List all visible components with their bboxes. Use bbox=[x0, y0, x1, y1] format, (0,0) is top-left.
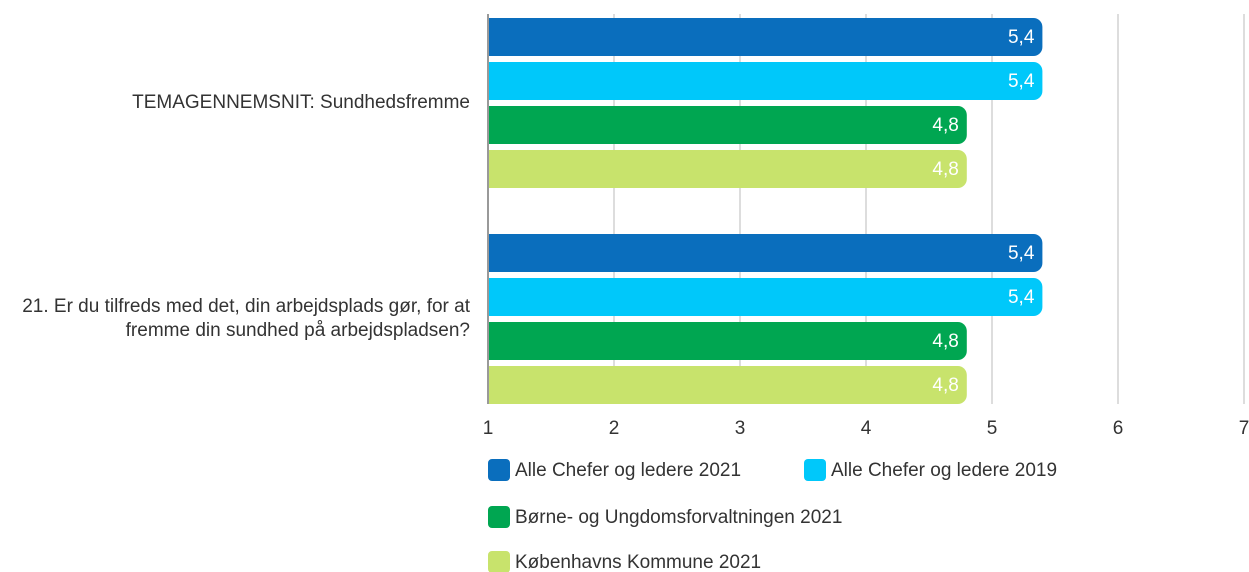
legend-label: Alle Chefer og ledere 2019 bbox=[831, 460, 1057, 481]
value-label: 4,8 bbox=[932, 375, 958, 396]
x-tick-label: 5 bbox=[987, 418, 998, 439]
value-label: 4,8 bbox=[932, 115, 958, 136]
x-tick-label: 2 bbox=[609, 418, 620, 439]
x-tick-label: 6 bbox=[1113, 418, 1124, 439]
value-label: 4,8 bbox=[932, 159, 958, 180]
value-label: 5,4 bbox=[1008, 71, 1035, 92]
bar bbox=[489, 18, 1043, 56]
legend-swatch bbox=[488, 506, 510, 528]
x-tick-label: 1 bbox=[483, 418, 494, 439]
legend-label: Alle Chefer og ledere 2021 bbox=[515, 460, 741, 481]
legend-swatch bbox=[488, 459, 510, 481]
value-label: 5,4 bbox=[1008, 27, 1035, 48]
legend-swatch bbox=[804, 459, 826, 481]
bar bbox=[489, 234, 1043, 272]
bar bbox=[489, 62, 1043, 100]
x-tick-label: 7 bbox=[1239, 418, 1249, 439]
bar bbox=[489, 366, 967, 404]
legend-label: Københavns Kommune 2021 bbox=[515, 552, 761, 572]
value-label: 4,8 bbox=[932, 331, 958, 352]
legend-label: Børne- og Ungdomsforvaltningen 2021 bbox=[515, 507, 842, 528]
value-label: 5,4 bbox=[1008, 287, 1035, 308]
legend-swatch bbox=[488, 551, 510, 572]
category-label: TEMAGENNEMSNIT: Sundhedsfremme bbox=[132, 92, 470, 113]
bar bbox=[489, 106, 967, 144]
value-label: 5,4 bbox=[1008, 243, 1035, 264]
x-tick-label: 4 bbox=[861, 418, 872, 439]
bar bbox=[489, 278, 1043, 316]
category-label: 21. Er du tilfreds med det, din arbejdsp… bbox=[22, 296, 470, 341]
x-tick-label: 3 bbox=[735, 418, 746, 439]
bar bbox=[489, 322, 967, 360]
bar bbox=[489, 150, 967, 188]
